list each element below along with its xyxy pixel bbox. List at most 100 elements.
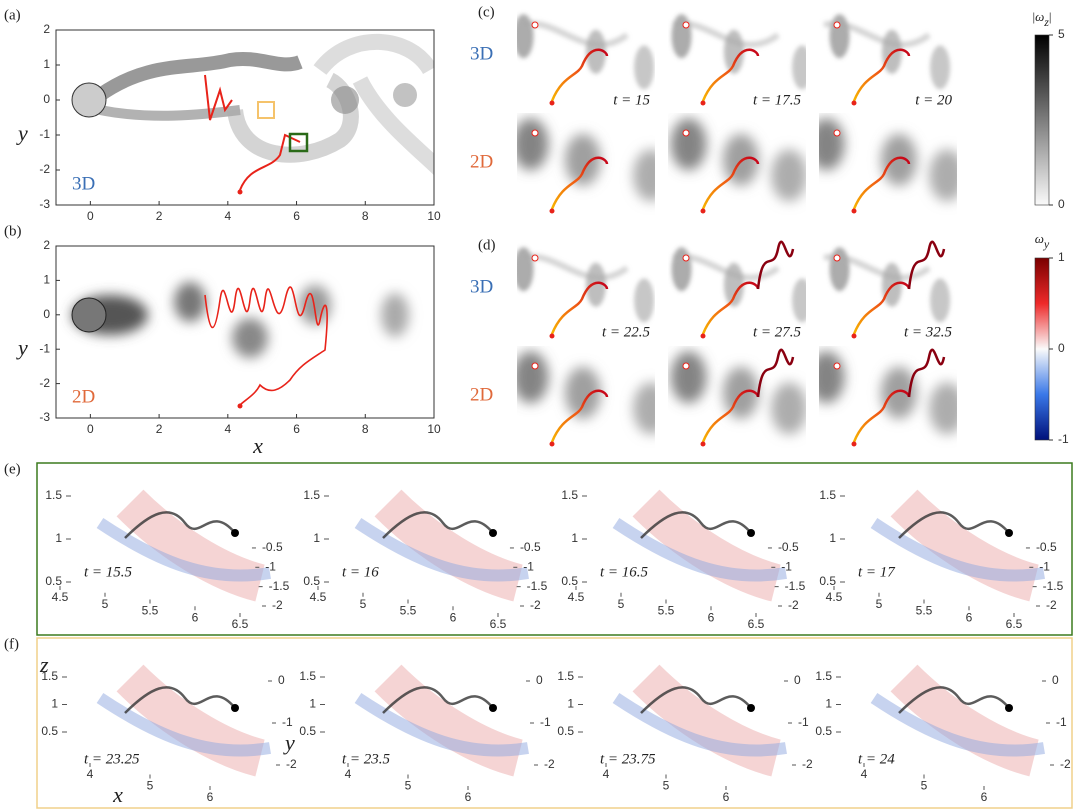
figure: 0246810210-1-2-3(a)y3D0246810210-1-2-3(b… xyxy=(0,0,1076,810)
x-tick-label: 4.5 xyxy=(52,590,69,604)
snapshot-3d xyxy=(60,496,270,617)
z-tick-label: 1.5 xyxy=(299,669,316,683)
y-tick-label: -1.5 xyxy=(1043,579,1064,593)
start-dot xyxy=(550,442,555,447)
x-tick-label: 6 xyxy=(966,610,973,624)
y-tick-label: -1 xyxy=(523,559,534,573)
x-tick-label: 6 xyxy=(293,422,300,436)
x-tick-label: 5.5 xyxy=(142,604,159,618)
x-tick-label: 0 xyxy=(87,422,94,436)
z-tick-label: 1.5 xyxy=(819,488,836,502)
cylinder-mark xyxy=(532,363,538,369)
time-label: t = 27.5 xyxy=(753,324,802,340)
x-tick-label: 2 xyxy=(156,422,163,436)
x-tick-label: 5.5 xyxy=(658,604,675,618)
colorbar-tick-label: 1 xyxy=(1058,250,1065,264)
row-tag: 3D xyxy=(470,43,493,64)
colorbar-tick-label: 0 xyxy=(1058,197,1065,211)
x-tick-label: 5 xyxy=(360,597,367,611)
y-tick-label: -1 xyxy=(1056,715,1067,729)
vortex xyxy=(881,134,917,186)
z-tick-label: 0.5 xyxy=(299,724,316,738)
y-tick-label: 0 xyxy=(1052,673,1059,687)
vortex xyxy=(633,149,669,201)
snapshot-tile xyxy=(513,113,670,217)
x-tick-label: 10 xyxy=(427,209,441,223)
z-tick-label: 1.5 xyxy=(557,669,574,683)
x-tick-label: 8 xyxy=(362,209,369,223)
x-tick-label: 6 xyxy=(465,790,472,804)
x-tick-label: 6.5 xyxy=(232,617,249,631)
colorbar-z xyxy=(1035,35,1049,205)
panel-label: (c) xyxy=(478,4,495,20)
cylinder-mark xyxy=(834,363,840,369)
x-tick-label: 4.5 xyxy=(568,590,585,604)
snapshot-3d xyxy=(836,677,1054,790)
z-tick-label: 0.5 xyxy=(561,574,578,588)
particle xyxy=(231,529,239,537)
row-tag: 2D xyxy=(470,151,493,172)
panel-label: (e) xyxy=(4,461,21,477)
y-tick-label: -2 xyxy=(802,757,813,771)
z-tick-label: 1.5 xyxy=(561,488,578,502)
vortex xyxy=(633,382,669,434)
x-tick-label: 2 xyxy=(156,209,163,223)
vortex-field-2d xyxy=(56,246,434,418)
x-tick-label: 4 xyxy=(345,767,352,781)
y-tick-label: -2 xyxy=(1060,757,1071,771)
y-tick-label: -2 xyxy=(788,598,799,612)
model-tag: 3D xyxy=(72,173,95,194)
y-tick-label: -0.5 xyxy=(1036,540,1057,554)
vortex xyxy=(809,351,845,403)
y-tick-label: -2 xyxy=(544,757,555,771)
particle xyxy=(489,529,497,537)
x-tick-label: 4.5 xyxy=(310,590,327,604)
vortex xyxy=(513,118,549,170)
y-tick-label: -2 xyxy=(286,757,297,771)
time-label: t = 15.5 xyxy=(84,564,133,580)
vortex xyxy=(565,134,601,186)
y-tick-label: -0.5 xyxy=(520,540,541,554)
row-tag: 2D xyxy=(470,384,493,405)
y-tick-label: 2 xyxy=(43,22,50,36)
z-tick-label: 1 xyxy=(55,531,62,545)
x-tick-label: 5 xyxy=(876,597,883,611)
vortex xyxy=(930,278,950,322)
vortex xyxy=(634,45,654,89)
colorbar-tick-label: -1 xyxy=(1058,432,1069,446)
time-label: t = 20 xyxy=(915,92,952,108)
snapshot-3d xyxy=(318,496,528,617)
start-dot xyxy=(852,442,857,447)
x-tick-label: 4 xyxy=(87,767,94,781)
time-label: t = 23.5 xyxy=(342,751,391,767)
z-tick-label: 0.5 xyxy=(41,724,58,738)
time-label: t = 16.5 xyxy=(600,564,649,580)
snapshot-tile xyxy=(809,346,966,450)
time-label: t = 16 xyxy=(342,564,379,580)
y-tick-label: -1 xyxy=(798,715,809,729)
y-axis-label: y xyxy=(16,121,28,146)
z-tick-label: 1 xyxy=(309,697,316,711)
y-tick-label: -1 xyxy=(781,559,792,573)
y-tick-label: -1 xyxy=(540,715,551,729)
snapshot-3d xyxy=(576,496,786,617)
time-label: t = 23.75 xyxy=(600,751,656,767)
snapshot-3d xyxy=(62,677,280,790)
cylinder-mark xyxy=(683,255,689,261)
snapshot-3d xyxy=(578,677,796,790)
cylinder xyxy=(72,298,106,332)
y-axis-label: y xyxy=(283,730,295,755)
x-tick-label: 6.5 xyxy=(1006,617,1023,631)
z-tick-label: 1 xyxy=(825,697,832,711)
start-dot xyxy=(701,442,706,447)
particle xyxy=(489,704,497,712)
x-axis-label: x xyxy=(112,782,123,807)
y-tick-label: -2 xyxy=(1046,598,1057,612)
row-tag: 3D xyxy=(470,276,493,297)
time-label: t = 24 xyxy=(858,751,895,767)
vortex xyxy=(930,45,950,89)
z-tick-label: 0.5 xyxy=(815,724,832,738)
z-tick-label: 0.5 xyxy=(557,724,574,738)
x-tick-label: 6.5 xyxy=(490,617,507,631)
panel-label: (b) xyxy=(4,223,22,239)
